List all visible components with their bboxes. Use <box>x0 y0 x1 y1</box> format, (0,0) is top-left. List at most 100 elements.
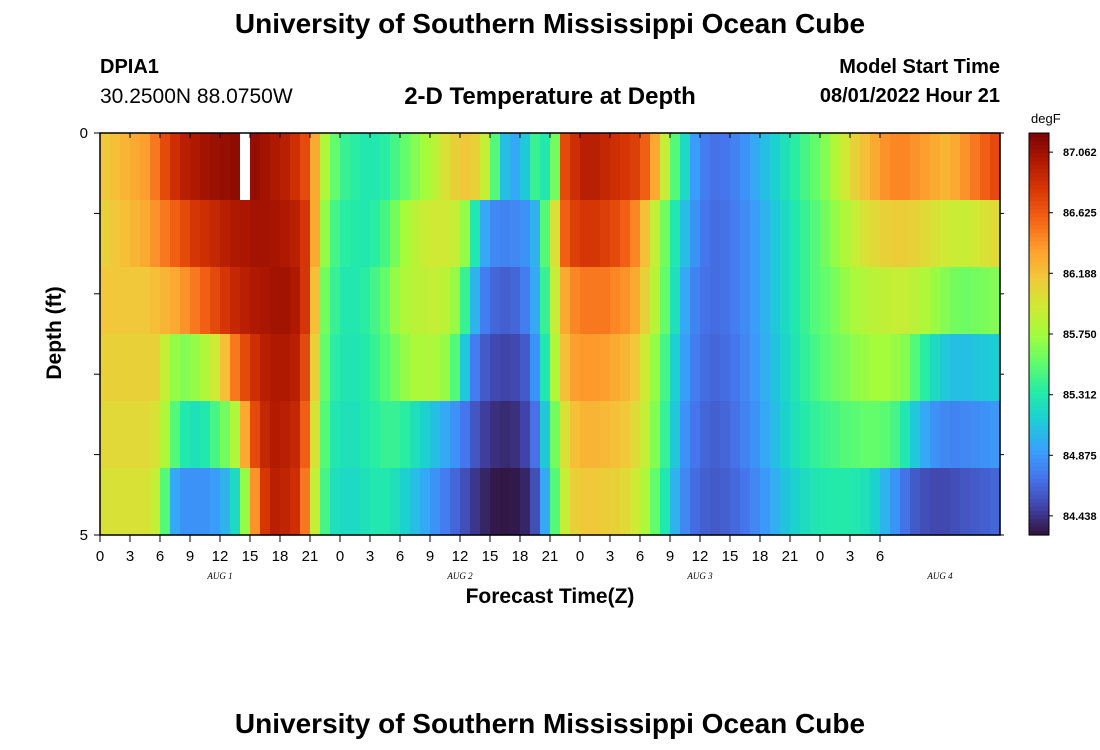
colorbar-segment <box>1029 398 1049 403</box>
heatmap-cell <box>220 401 231 469</box>
colorbar-segment <box>1029 350 1049 355</box>
colorbar-segment <box>1029 209 1049 214</box>
heatmap-cell <box>850 468 861 536</box>
x-tick-label: 18 <box>752 548 769 565</box>
heatmap-cell <box>980 334 991 402</box>
heatmap-cell <box>510 133 521 201</box>
x-tick-label: 3 <box>606 548 614 565</box>
heatmap-cell <box>400 267 411 335</box>
heatmap-cell <box>410 468 421 536</box>
colorbar-segment <box>1029 217 1049 223</box>
heatmap-cell <box>640 200 651 268</box>
colorbar-segment <box>1029 205 1049 210</box>
heatmap-cell <box>250 267 261 335</box>
heatmap-cell <box>100 468 111 536</box>
heatmap-cell <box>250 133 261 201</box>
heatmap-cell <box>470 200 481 268</box>
heatmap-cell <box>730 334 741 402</box>
colorbar-segment <box>1029 438 1049 444</box>
heatmap-cell <box>840 468 851 536</box>
colorbar-segment <box>1029 249 1049 255</box>
heatmap-cell <box>130 401 141 469</box>
heatmap-cell <box>450 267 461 335</box>
heatmap-cell <box>290 267 301 335</box>
heatmap-cell <box>270 200 281 268</box>
heatmap-cell <box>870 334 881 402</box>
heatmap-cell <box>660 468 671 536</box>
heatmap-cell <box>570 200 581 268</box>
heatmap-cell <box>730 200 741 268</box>
heatmap-cell <box>960 133 971 201</box>
y-tick-label: 5 <box>80 527 88 544</box>
heatmap-cell <box>720 334 731 402</box>
colorbar-segment <box>1029 289 1049 295</box>
heatmap-cell <box>540 133 551 201</box>
heatmap-cell <box>460 468 471 536</box>
heatmap-cell <box>900 200 911 268</box>
heatmap-cell <box>920 334 931 402</box>
colorbar-segment <box>1029 149 1049 154</box>
heatmap-cell <box>430 468 441 536</box>
heatmap-cell <box>870 468 881 536</box>
heatmap-cell <box>470 267 481 335</box>
heatmap-cell <box>320 468 331 536</box>
heatmap-cell <box>790 267 801 335</box>
x-tick-label: 15 <box>482 548 499 565</box>
heatmap-cell <box>450 133 461 201</box>
page-title: University of Southern Mississippi Ocean… <box>234 8 866 39</box>
heatmap-cell <box>670 334 681 402</box>
heatmap-cell <box>300 133 311 201</box>
heatmap-cell <box>920 133 931 201</box>
x-tick-label: 6 <box>396 548 404 565</box>
heatmap-cell <box>250 468 261 536</box>
heatmap-cell <box>600 133 611 201</box>
heatmap-cell <box>250 401 261 469</box>
heatmap-cell <box>720 468 731 536</box>
heatmap-cell <box>370 468 381 536</box>
heatmap-cell <box>480 468 491 536</box>
heatmap-cell <box>550 267 561 335</box>
heatmap-cell <box>930 200 941 268</box>
heatmap-cell <box>760 334 771 402</box>
x-tick-label: 6 <box>876 548 884 565</box>
heatmap-cell <box>690 334 701 402</box>
colorbar-tick-label: 85.312 <box>1063 390 1097 402</box>
heatmap-cell <box>480 200 491 268</box>
heatmap-cell <box>250 334 261 402</box>
heatmap-cell <box>220 468 231 536</box>
colorbar-segment <box>1029 446 1049 452</box>
heatmap-cell <box>700 200 711 268</box>
heatmap-cell <box>320 401 331 469</box>
heatmap-cell <box>490 133 501 201</box>
heatmap-cell <box>460 334 471 402</box>
heatmap-cell <box>610 200 621 268</box>
heatmap-cell <box>750 468 761 536</box>
heatmap-cell <box>180 401 191 469</box>
x-tick-label: 9 <box>666 548 674 565</box>
heatmap-cell <box>630 200 641 268</box>
colorbar-tick-label: 86.188 <box>1063 268 1097 280</box>
heatmap-cell <box>510 468 521 536</box>
heatmap-cell <box>850 401 861 469</box>
heatmap-cell <box>940 468 951 536</box>
footer-title: University of Southern Mississippi Ocean… <box>234 708 866 739</box>
heatmap-cell <box>190 133 201 201</box>
heatmap-cell <box>120 267 131 335</box>
heatmap-cell <box>530 334 541 402</box>
heatmap-cell <box>430 401 441 469</box>
heatmap-cell <box>980 401 991 469</box>
heatmap-cell <box>570 401 581 469</box>
heatmap-cell <box>590 401 601 469</box>
heatmap-cell <box>420 334 431 402</box>
heatmap-cell <box>990 401 1001 469</box>
heatmap-cell <box>520 133 531 201</box>
heatmap-cell <box>490 334 501 402</box>
heatmap-cell <box>840 334 851 402</box>
heatmap-cell <box>700 468 711 536</box>
heatmap-cell <box>130 133 141 201</box>
colorbar-segment <box>1029 157 1049 162</box>
x-tick-label: 21 <box>542 548 559 565</box>
x-tick-label: 9 <box>186 548 194 565</box>
heatmap-cell <box>310 334 321 402</box>
x-tick-label: 21 <box>302 548 319 565</box>
